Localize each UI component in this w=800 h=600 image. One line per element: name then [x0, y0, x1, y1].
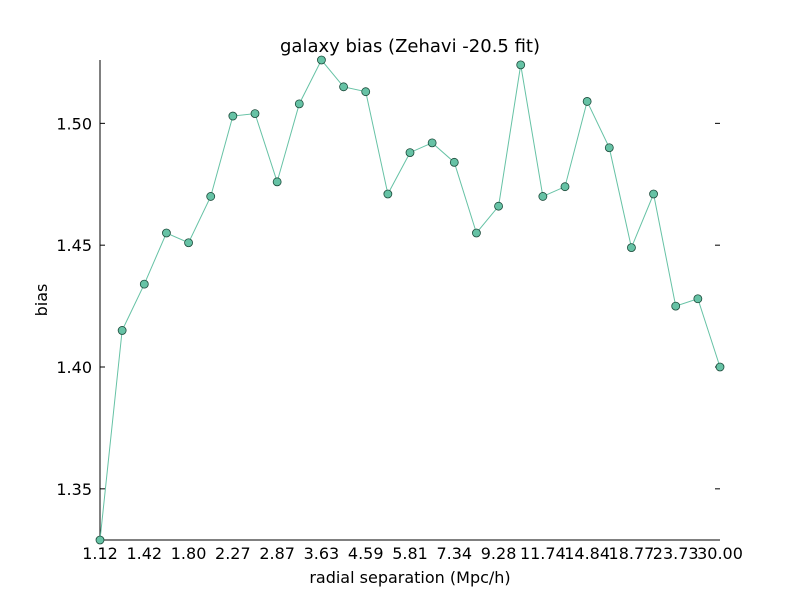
x-tick-label: 2.87: [259, 544, 295, 563]
data-point: [162, 228, 171, 238]
x-tick-label: 11.74: [520, 544, 566, 563]
data-point: [272, 177, 282, 187]
data-point: [560, 182, 570, 192]
x-tick-label: 14.84: [564, 544, 610, 563]
x-axis-ticks: 1.12 1.42 1.80 2.27 2.87 3.63 4.59 5.81 7.34 9.28…: [82, 544, 743, 563]
data-point: [317, 55, 326, 65]
x-tick-label: 30.00: [697, 544, 743, 563]
data-point: [582, 97, 592, 106]
y-tick-label: 1.40: [56, 358, 92, 377]
chart-title: galaxy bias (Zehavi -20.5 fit): [280, 36, 540, 57]
y-tick-label: 1.35: [56, 480, 92, 499]
data-point: [184, 238, 193, 248]
data-point: [250, 109, 260, 119]
x-tick-label: 5.81: [392, 544, 428, 563]
x-tick-label: 9.28: [481, 544, 517, 563]
x-tick-label: 1.12: [82, 544, 118, 563]
data-point: [671, 301, 681, 311]
data-point: [339, 82, 348, 92]
y-axis-ticks: 1.35 1.40 1.45 1.50: [56, 114, 720, 499]
x-tick-label: 2.27: [215, 544, 251, 563]
data-point: [95, 535, 105, 545]
x-tick-label: 7.34: [436, 544, 472, 563]
data-point: [206, 192, 216, 201]
data-point: [405, 148, 415, 157]
data-point: [361, 87, 371, 97]
x-tick-label: 23.73: [653, 544, 699, 563]
data-point: [383, 189, 393, 199]
y-tick-label: 1.45: [56, 236, 92, 255]
data-point: [715, 362, 725, 372]
data-point: [604, 143, 614, 153]
data-points: [95, 55, 725, 545]
data-point: [427, 138, 437, 148]
data-point: [294, 99, 304, 109]
series-line: [99, 59, 721, 541]
data-point: [449, 157, 459, 167]
data-point: [139, 279, 149, 289]
data-point: [494, 201, 503, 211]
x-tick-label: 18.77: [609, 544, 655, 563]
data-point: [627, 243, 636, 253]
data-point: [538, 192, 548, 201]
x-tick-label: 3.63: [304, 544, 340, 563]
x-tick-label: 1.42: [126, 544, 162, 563]
data-point: [472, 228, 481, 238]
data-point: [649, 189, 658, 199]
data-point: [117, 326, 127, 335]
data-point: [693, 294, 703, 304]
data-point: [228, 111, 238, 121]
x-axis-label: radial separation (Mpc/h): [309, 568, 510, 587]
data-point: [516, 60, 526, 70]
x-tick-label: 1.80: [171, 544, 207, 563]
y-tick-label: 1.50: [56, 114, 92, 133]
y-axis-label: bias: [32, 284, 51, 317]
x-tick-label: 4.59: [348, 544, 384, 563]
